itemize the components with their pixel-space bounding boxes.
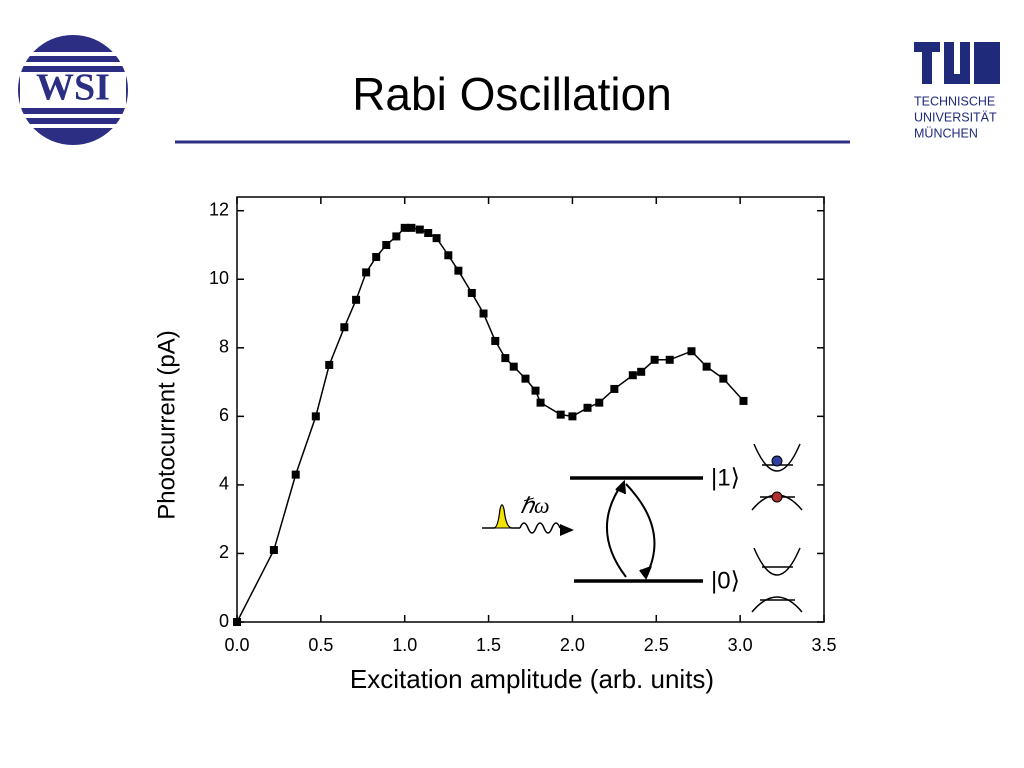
data-point	[501, 354, 510, 363]
data-point	[325, 360, 334, 369]
data-point	[650, 355, 659, 364]
y-tick-label: 12	[209, 199, 229, 219]
data-point	[556, 410, 565, 419]
wsi-logo: WSI	[18, 35, 128, 145]
tum-text: UNIVERSITÄT	[914, 110, 997, 124]
data-point	[509, 362, 518, 371]
data-point	[595, 398, 604, 407]
y-tick-label: 0	[219, 611, 229, 631]
data-point	[340, 323, 349, 332]
data-point	[382, 240, 391, 249]
data-point	[739, 396, 748, 405]
wsi-text: WSI	[36, 67, 110, 109]
x-tick-label: 1.0	[392, 635, 417, 655]
data-point	[311, 412, 320, 421]
y-tick-label: 8	[219, 337, 229, 357]
data-point	[432, 234, 441, 243]
tum-logo: TECHNISCHE UNIVERSITÄT MÜNCHEN	[914, 42, 1000, 140]
data-point	[454, 266, 463, 275]
x-tick-label: 2.0	[560, 635, 585, 655]
data-point	[362, 268, 371, 277]
data-point	[610, 384, 619, 393]
inset-diagram	[482, 443, 803, 613]
x-tick-label: 0.5	[308, 635, 333, 655]
x-tick-label: 0.0	[224, 635, 249, 655]
data-point	[233, 618, 241, 626]
data-point	[400, 223, 409, 232]
tum-text: MÜNCHEN	[914, 126, 978, 140]
data-point	[415, 225, 424, 234]
data-point	[531, 386, 540, 395]
y-tick-label: 10	[209, 268, 229, 288]
y-tick-label: 4	[219, 474, 229, 494]
data-point	[491, 336, 500, 345]
data-point	[479, 309, 488, 318]
data-point	[568, 412, 577, 421]
data-point	[536, 398, 545, 407]
data-point	[628, 371, 637, 380]
data-point	[719, 374, 728, 383]
x-tick-label: 3.5	[811, 635, 836, 655]
plot-frame	[236, 196, 825, 623]
data-point	[702, 362, 711, 371]
x-tick-label: 3.0	[728, 635, 753, 655]
y-axis-label: Photocurrent (pA)	[153, 330, 180, 519]
data-point	[392, 232, 401, 241]
x-axis-label: Excitation amplitude (arb. units)	[350, 664, 714, 694]
data-point	[291, 470, 300, 479]
y-tick-label: 2	[219, 542, 229, 562]
data-point	[352, 295, 361, 304]
photon-label: ℏω	[520, 493, 549, 518]
data-point	[467, 288, 476, 297]
state-label: |0⟩	[711, 567, 740, 594]
data-point	[444, 251, 453, 260]
data-line	[236, 227, 745, 623]
x-tick-label: 2.5	[644, 635, 669, 655]
data-point	[372, 252, 381, 261]
data-point	[407, 223, 416, 232]
data-point	[637, 367, 646, 376]
state-label: |1⟩	[711, 464, 740, 491]
y-tick-label: 6	[219, 405, 229, 425]
data-point	[687, 347, 696, 356]
data-point	[583, 403, 592, 412]
data-point	[665, 355, 674, 364]
data-point	[521, 374, 530, 383]
tum-text: TECHNISCHE	[914, 94, 995, 108]
x-tick-label: 1.5	[476, 635, 501, 655]
data-point	[424, 228, 433, 237]
slide-title: Rabi Oscillation	[352, 68, 672, 120]
data-point	[269, 546, 278, 555]
